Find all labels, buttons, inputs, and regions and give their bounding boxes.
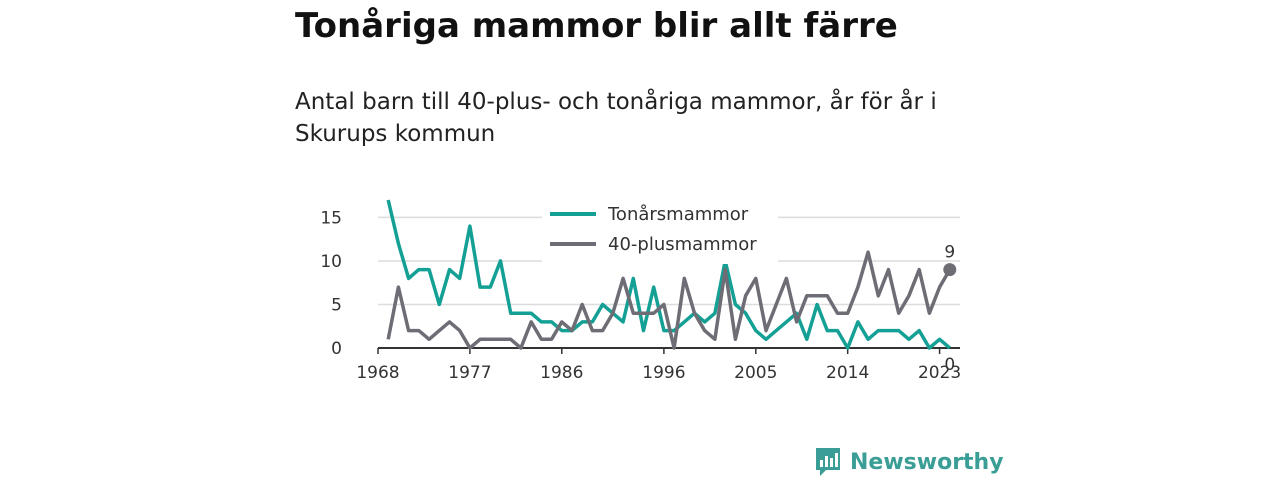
page-title: Tonåriga mammor blir allt färre [295, 6, 898, 46]
y-tick-label: 15 [320, 208, 342, 228]
y-axis-ticks: 0 5 10 15 [320, 208, 342, 359]
end-label-tonarsmammor: 0 [944, 355, 955, 375]
x-tick-label: 1986 [540, 363, 583, 383]
y-tick-label: 0 [331, 339, 342, 359]
page-subtitle: Antal barn till 40-plus- och tonåriga ma… [295, 89, 937, 147]
series-lines [386, 199, 952, 350]
legend-label: Tonårsmammor [607, 204, 749, 225]
y-tick-label: 10 [320, 252, 342, 272]
legend: Tonårsmammor 40-plusmammor [542, 198, 778, 264]
x-tick-label: 2014 [826, 363, 869, 383]
brand-logo: Newsworthy [814, 446, 1004, 478]
legend-background [542, 198, 778, 264]
newsworthy-logo-icon [816, 448, 840, 476]
brand-name: Newsworthy [850, 449, 1004, 475]
series-line-40-plusmammor [386, 250, 952, 350]
x-tick-label: 2005 [734, 363, 777, 383]
x-tick-label: 1996 [642, 363, 685, 383]
x-tick-label: 1968 [356, 363, 399, 383]
x-tick-label: 2023 [918, 363, 961, 383]
x-tick-label: 1977 [448, 363, 491, 383]
end-label-40-plusmammor: 9 [944, 243, 955, 263]
end-point-40-plusmammor [943, 263, 957, 277]
end-labels: 09 [943, 243, 957, 375]
legend-label: 40-plusmammor [608, 234, 757, 255]
y-tick-label: 5 [331, 295, 342, 315]
x-axis: 1968 1977 1986 1996 2005 2014 2023 [356, 347, 961, 383]
